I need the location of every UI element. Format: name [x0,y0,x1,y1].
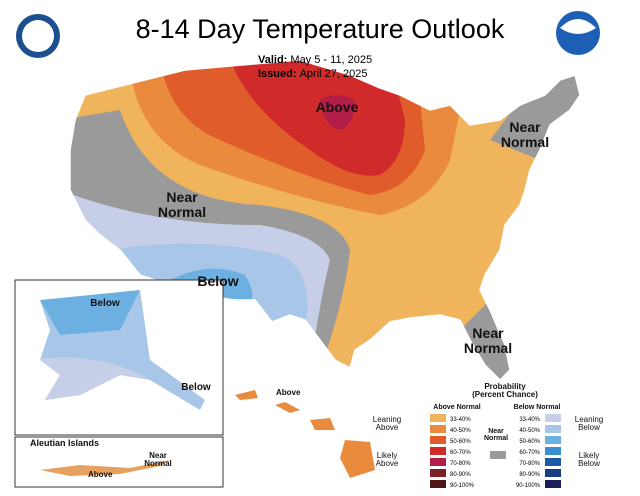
legend-swatch [430,469,446,477]
legend-label: 70-80% [519,461,540,467]
map-label: Near Normal [144,451,172,469]
map-label: Below [181,382,211,393]
map-label: Near Normal [157,189,207,220]
legend-group: Leaning Above [372,415,402,433]
title: 8-14 Day Temperature Outlook [135,14,505,44]
zone [230,60,405,176]
legend-label: 50-60% [450,439,471,445]
map-label: Below [90,298,120,309]
issued-label: Issued: [258,68,297,80]
legend-label: 90-100% [516,483,541,489]
aleutian-inset [14,436,224,488]
legend-label: 60-70% [519,450,540,456]
map-label: Above [88,470,113,479]
zone [40,290,140,335]
legend-near: Near Normal [484,428,509,443]
legend-label: 33-40% [450,417,471,423]
legend-label: 70-80% [450,461,471,467]
legend-swatch [545,447,561,455]
legend-label: 40-50% [519,428,540,434]
legend-swatch [430,458,446,466]
legend-swatch [545,436,561,444]
legend-label: 80-90% [519,472,540,478]
legend: 33-40% 40-50% 50-60% 60-70% 70-80% 80-90% 90-1… [430,414,561,489]
legend-swatch [430,447,446,455]
legend-swatch [430,414,446,422]
legend-label: 50-60% [519,439,540,445]
legend-heading: Above Normal [433,404,481,411]
issued-date: April 27, 2025 [299,68,368,80]
legend-swatch [430,480,446,488]
legend-swatch [430,436,446,444]
legend-label: 40-50% [450,428,471,434]
map-label: Above [315,99,359,115]
legend-swatch [545,425,561,433]
legend-swatch [545,469,561,477]
legend-swatch [490,451,506,459]
legend-label: 33-40% [519,417,540,423]
legend-label: 90-100% [450,483,475,489]
legend-swatch [545,458,561,466]
valid-dates: May 5 - 11, 2025 [290,54,373,66]
legend-swatch [545,414,561,422]
map-label: Aleutian Islands [30,438,100,448]
legend-label: 80-90% [450,472,471,478]
map-label: Near Normal [500,119,550,150]
map-label: Near Normal [463,325,513,356]
legend-group: Leaning Below [574,415,604,433]
map-label: Below [197,273,239,289]
legend-group: Likely Above [375,451,399,469]
valid: Valid: May 5 - 11, 2025 [258,54,372,66]
legend-title: Probability (Percent Chance) [472,382,538,400]
zone [235,390,375,478]
legend-heading: Below Normal [513,404,561,411]
zone [320,95,355,130]
map-label: Above [276,388,301,397]
legend-label: 60-70% [450,450,471,456]
valid-label: Valid: [258,54,288,66]
legend-group: Likely Below [578,451,600,469]
legend-swatch [430,425,446,433]
legend-swatch [545,480,561,488]
issued: Issued: April 27, 2025 [258,68,367,80]
